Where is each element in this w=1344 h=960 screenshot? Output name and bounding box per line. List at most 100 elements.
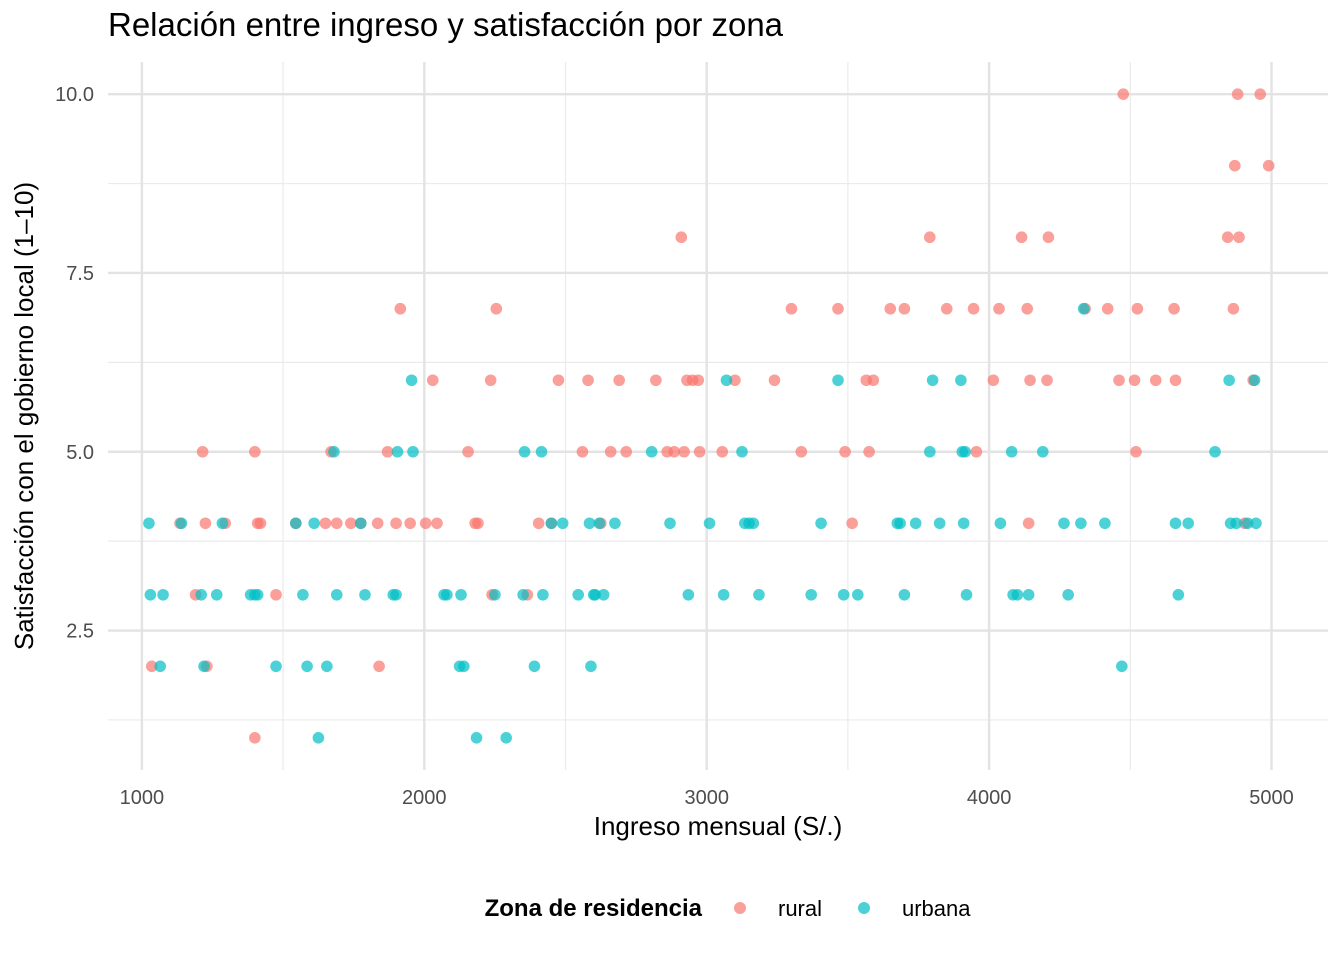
data-point-urbana <box>270 660 282 673</box>
data-point-urbana <box>1248 374 1261 387</box>
data-point-rural <box>196 445 209 458</box>
data-point-urbana <box>1230 517 1243 530</box>
data-point-urbana <box>1058 517 1070 530</box>
data-point-urbana <box>321 660 333 673</box>
data-point-urbana <box>297 588 309 601</box>
data-point-urbana <box>143 517 155 530</box>
x-tick-label: 3000 <box>684 787 729 809</box>
data-point-urbana <box>959 445 971 458</box>
data-point-urbana <box>391 445 404 458</box>
data-point-urbana <box>703 517 716 530</box>
data-point-rural <box>1131 302 1144 315</box>
data-point-urbana <box>832 374 844 387</box>
data-point-rural <box>650 374 662 387</box>
data-point-urbana <box>328 445 340 458</box>
data-point-rural <box>381 445 394 458</box>
x-tick-label: 1000 <box>120 787 165 809</box>
data-point-rural <box>716 445 729 458</box>
data-point-urbana <box>500 732 512 744</box>
data-point-urbana <box>518 445 531 458</box>
data-point-rural <box>373 660 385 673</box>
grid-lines <box>108 62 1328 770</box>
data-point-urbana <box>960 588 973 601</box>
data-point-rural <box>867 374 880 387</box>
data-point-rural <box>576 445 589 458</box>
data-point-urbana <box>290 517 302 530</box>
chart-title: Relación entre ingreso y satisfacción po… <box>108 6 784 43</box>
data-point-rural <box>1042 231 1055 244</box>
y-axis-title: Satisfacción con el gobierno local (1–10… <box>9 182 39 650</box>
data-point-urbana <box>556 517 569 530</box>
data-point-rural <box>1168 302 1180 315</box>
data-point-rural <box>1113 374 1125 387</box>
data-point-rural <box>620 445 633 458</box>
data-point-urbana <box>597 588 610 601</box>
data-point-rural <box>1101 302 1114 315</box>
data-point-urbana <box>924 445 936 458</box>
data-point-rural <box>987 374 1000 387</box>
data-point-urbana <box>1062 588 1074 601</box>
data-point-urbana <box>535 445 548 458</box>
data-point-urbana <box>154 660 167 673</box>
data-point-urbana <box>210 588 223 601</box>
y-tick-label: 7.5 <box>66 263 94 285</box>
data-point-rural <box>1229 159 1241 172</box>
data-point-urbana <box>898 588 911 601</box>
data-point-rural <box>1021 302 1034 315</box>
data-point-urbana <box>216 517 229 530</box>
x-tick-label: 4000 <box>967 787 1012 809</box>
data-point-urbana <box>517 588 529 601</box>
data-point-urbana <box>1241 517 1254 530</box>
data-point-urbana <box>955 374 967 387</box>
data-point-urbana <box>1005 445 1018 458</box>
data-point-rural <box>1233 231 1245 244</box>
data-point-urbana <box>455 588 467 601</box>
data-point-urbana <box>458 660 470 673</box>
data-point-urbana <box>407 445 419 458</box>
data-point-urbana <box>144 588 157 601</box>
data-point-rural <box>1254 88 1267 100</box>
data-point-urbana <box>720 374 733 387</box>
data-point-rural <box>692 374 705 387</box>
data-point-urbana <box>1116 660 1128 673</box>
data-point-urbana <box>537 588 549 601</box>
data-point-urbana <box>682 588 695 601</box>
data-point-rural <box>330 517 343 530</box>
data-point-rural <box>199 517 212 530</box>
y-tick-label: 10.0 <box>55 84 94 106</box>
data-point-rural <box>1130 445 1142 458</box>
data-point-urbana <box>330 588 343 601</box>
data-point-urbana <box>589 588 601 601</box>
data-point-rural <box>462 445 474 458</box>
data-point-rural <box>846 517 858 530</box>
data-point-rural <box>839 445 851 458</box>
data-point-rural <box>604 445 617 458</box>
data-point-rural <box>582 374 594 387</box>
data-point-rural <box>967 302 980 315</box>
data-point-urbana <box>1182 517 1195 530</box>
data-point-rural <box>898 302 911 315</box>
data-point-rural <box>785 302 798 315</box>
data-point-rural <box>678 445 690 458</box>
data-point-urbana <box>1223 374 1235 387</box>
data-point-urbana <box>894 517 906 530</box>
data-point-urbana <box>354 517 367 530</box>
data-point-urbana <box>805 588 817 601</box>
y-tick-label: 2.5 <box>66 621 94 643</box>
data-point-rural <box>993 302 1005 315</box>
data-point-urbana <box>1099 517 1111 530</box>
data-point-rural <box>394 302 407 315</box>
data-point-urbana <box>312 732 325 744</box>
data-point-urbana <box>251 588 264 601</box>
data-point-rural <box>1169 374 1182 387</box>
data-point-urbana <box>470 732 483 744</box>
data-point-urbana <box>815 517 827 530</box>
data-point-rural <box>768 374 781 387</box>
data-point-rural <box>1024 374 1036 387</box>
data-point-urbana <box>1077 302 1090 315</box>
data-point-rural <box>675 231 688 244</box>
data-point-rural <box>668 445 681 458</box>
data-point-rural <box>1227 302 1240 315</box>
data-point-urbana <box>308 517 320 530</box>
data-point-rural <box>1015 231 1028 244</box>
